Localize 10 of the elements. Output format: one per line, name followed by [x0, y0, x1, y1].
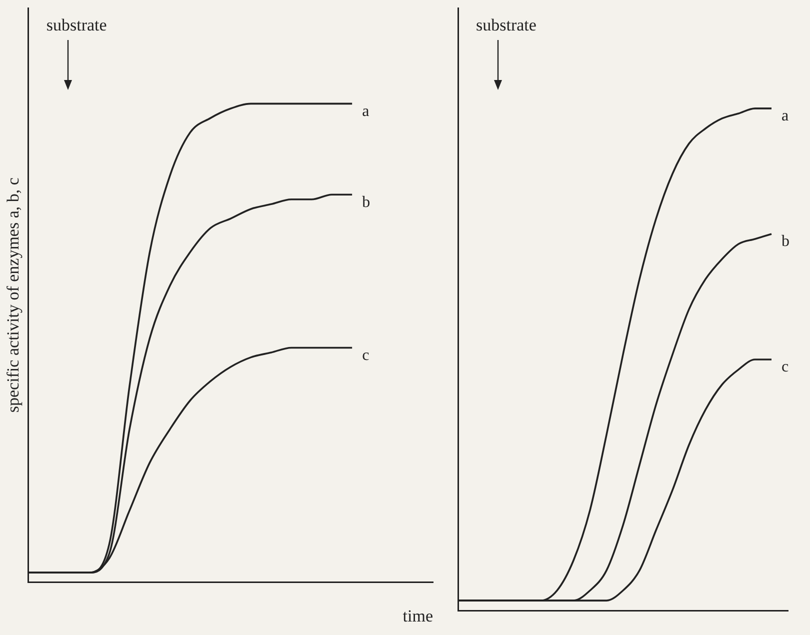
series-label: b [782, 233, 790, 250]
series-label: a [362, 102, 370, 120]
series-label: a [782, 108, 789, 125]
series-label: b [362, 194, 370, 211]
series-label: c [362, 346, 370, 364]
series-label: c [782, 358, 789, 376]
y-axis-title: specific activity of enzymes a, b, c [4, 177, 23, 413]
text: substrate [46, 15, 107, 34]
x-axis-title: time [402, 606, 433, 626]
text: substrate [476, 15, 536, 34]
